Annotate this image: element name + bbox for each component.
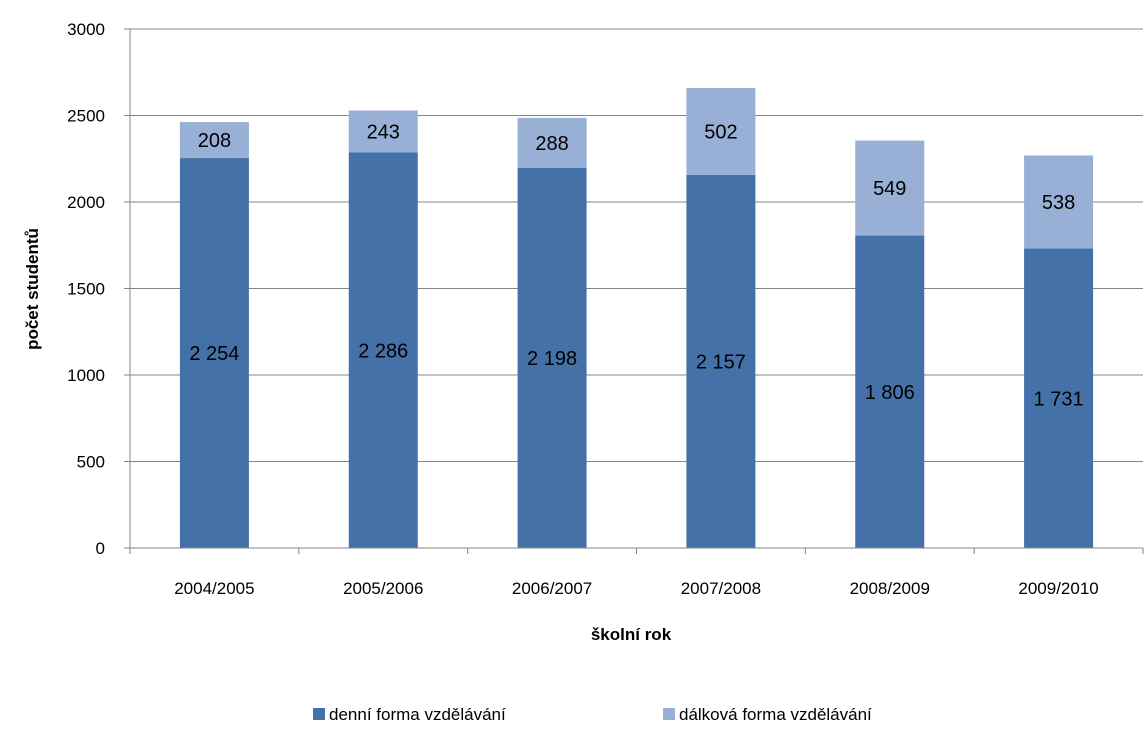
bar-dalkova xyxy=(855,140,925,236)
bar-dalkova xyxy=(1024,155,1094,249)
bar-dalkova xyxy=(686,87,756,175)
bar-denni xyxy=(686,174,756,549)
y-axis-title: počet studentů xyxy=(23,228,42,350)
bar-denni xyxy=(517,167,587,548)
legend-label: dálková forma vzdělávání xyxy=(679,705,872,724)
legend-label: denní forma vzdělávání xyxy=(329,705,506,724)
axes: 0 500 1000 1500 2000 2500 3000 2004/2005 2005/20… xyxy=(67,20,1144,598)
bar-denni xyxy=(179,158,249,549)
x-axis-title: školní rok xyxy=(591,625,672,644)
y-tick-label: 3000 xyxy=(67,20,105,39)
y-tick-label: 2500 xyxy=(67,107,105,126)
data-label: 208 xyxy=(198,130,231,152)
x-tick-label: 2005/2006 xyxy=(343,579,423,598)
data-label: 288 xyxy=(535,133,568,155)
data-labels: 2 254 208 2 286 243 2 198 288 2 157 502 1 806 549… xyxy=(189,121,1083,410)
x-tick-label: 2007/2008 xyxy=(681,579,761,598)
data-label: 502 xyxy=(704,121,737,143)
data-label: 2 198 xyxy=(527,348,577,370)
data-label: 549 xyxy=(873,178,906,200)
data-label: 1 806 xyxy=(865,382,915,404)
bar-dalkova xyxy=(179,122,249,159)
y-tick-label: 1500 xyxy=(67,280,105,299)
y-tick-label: 2000 xyxy=(67,193,105,212)
legend-swatch xyxy=(313,708,325,720)
legend: denní forma vzdělávání dálková forma vzdě… xyxy=(313,705,872,724)
legend-swatch xyxy=(663,708,675,720)
bars xyxy=(179,87,1094,549)
data-label: 243 xyxy=(367,122,400,144)
data-label: 1 731 xyxy=(1034,388,1084,410)
bar-dalkova xyxy=(348,110,418,153)
data-label: 538 xyxy=(1042,192,1075,214)
bar-dalkova xyxy=(517,117,587,168)
y-tick-label: 500 xyxy=(77,453,105,472)
bar-denni xyxy=(348,152,418,548)
data-label: 2 286 xyxy=(358,340,408,362)
y-tick-label: 0 xyxy=(96,539,105,558)
y-tick-label: 1000 xyxy=(67,366,105,385)
bar-denni xyxy=(855,235,925,548)
data-label: 2 254 xyxy=(189,343,239,365)
gridlines xyxy=(130,28,1143,462)
data-label: 2 157 xyxy=(696,351,746,373)
x-tick-label: 2004/2005 xyxy=(174,579,254,598)
x-tick-label: 2009/2010 xyxy=(1018,579,1098,598)
x-tick-label: 2008/2009 xyxy=(850,579,930,598)
x-tick-label: 2006/2007 xyxy=(512,579,592,598)
bar-denni xyxy=(1024,248,1094,549)
